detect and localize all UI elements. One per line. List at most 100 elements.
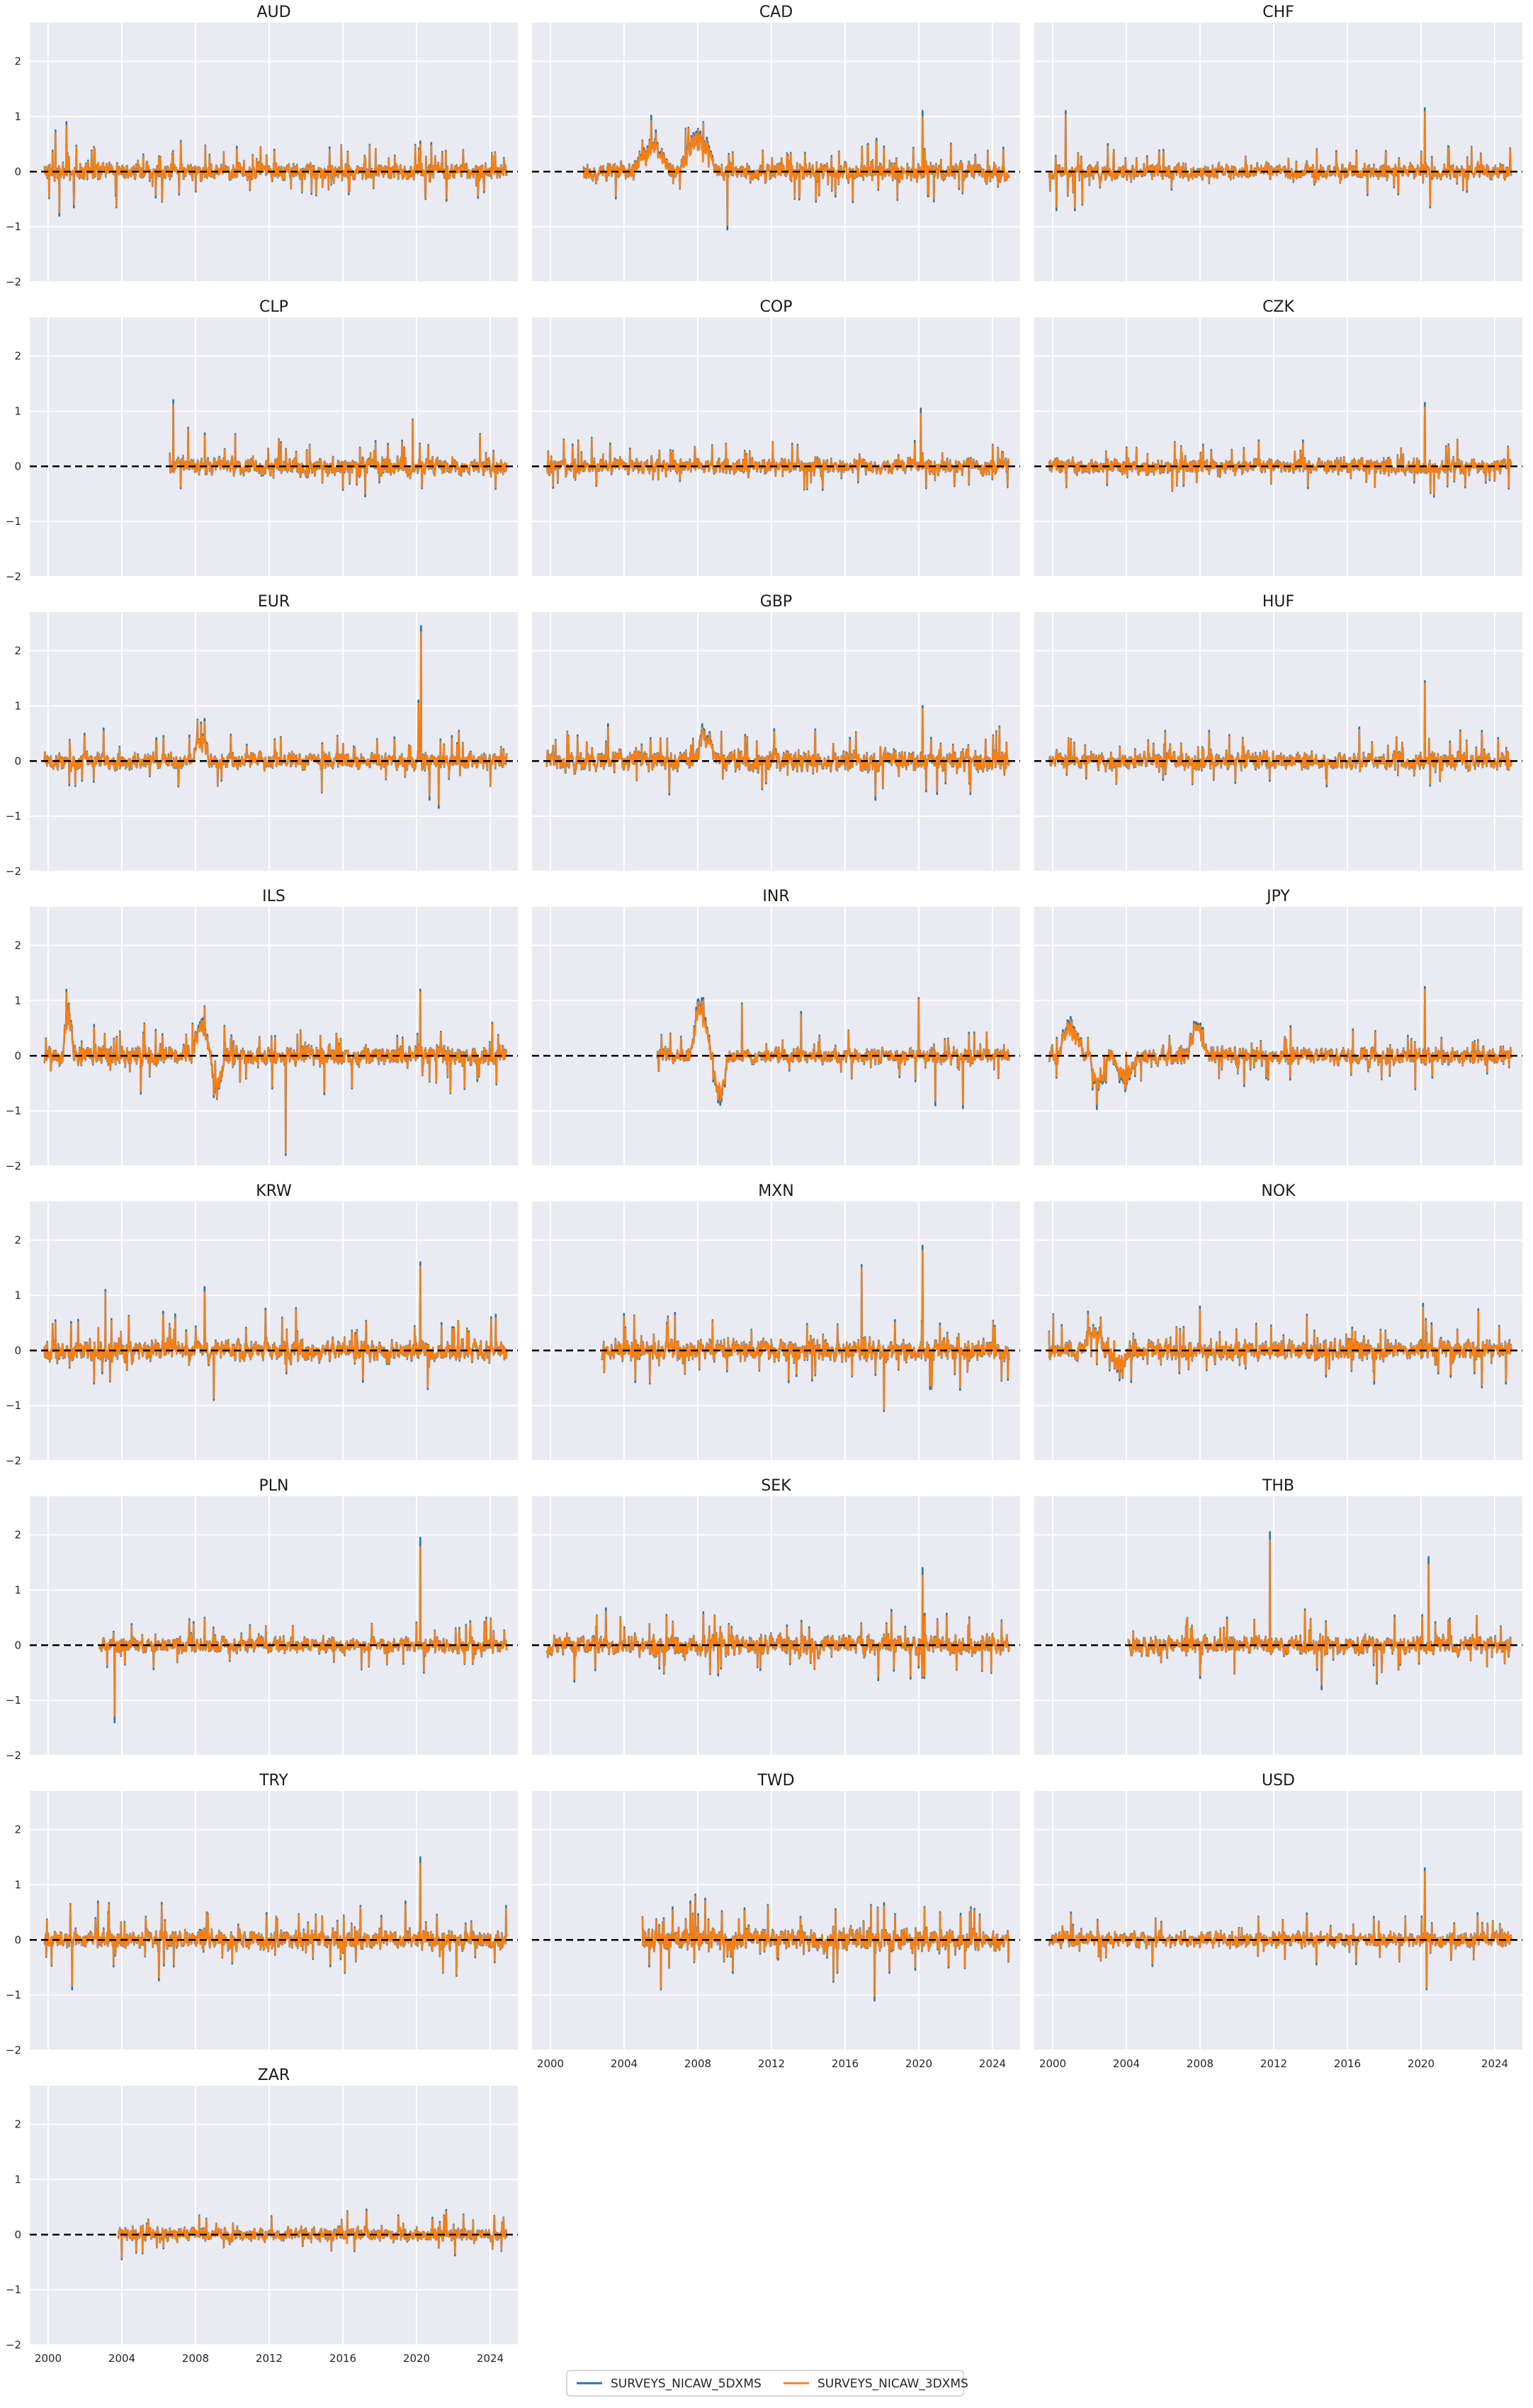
panel-title: HUF — [1262, 593, 1294, 611]
panel-background — [30, 317, 518, 577]
panel-background — [532, 1791, 1020, 2050]
panel-try: TRY 2 1 0 −1 −2 — [6, 1772, 518, 2057]
y-tick-label: 2 — [14, 1234, 21, 1247]
y-tick-label: 1 — [14, 110, 21, 123]
panel-gbp: GBP — [532, 593, 1020, 872]
panel-title: COP — [760, 298, 793, 316]
panel-title: NOK — [1261, 1182, 1296, 1200]
panel-title: USD — [1262, 1772, 1295, 1790]
y-tick-label: 0 — [14, 1049, 21, 1062]
legend-box — [566, 2370, 964, 2397]
x-tick-label: 2004 — [1113, 2057, 1140, 2070]
y-tick-label: 1 — [14, 994, 21, 1007]
panel-cop: COP — [532, 298, 1020, 577]
y-tick-label: 2 — [14, 350, 21, 363]
x-tick-label: 2012 — [1260, 2057, 1287, 2070]
panel-mxn: MXN — [532, 1182, 1020, 1462]
y-tick-label: 2 — [14, 55, 21, 68]
y-tick-label: 2 — [14, 1529, 21, 1542]
y-tick-label: −1 — [6, 2283, 21, 2296]
y-tick-label: −2 — [6, 2044, 21, 2057]
y-tick-label: 2 — [14, 1824, 21, 1836]
series-line-3dxms — [43, 1265, 508, 1399]
y-tick-label: 0 — [14, 1344, 21, 1357]
y-tick-label: −2 — [6, 1160, 21, 1172]
x-tick-label: 2012 — [256, 2352, 283, 2365]
series-line-3dxms — [1048, 1306, 1512, 1386]
panel-title: MXN — [758, 1182, 794, 1200]
panel-ils: ILS 2 1 0 −1 −2 — [6, 888, 518, 1172]
panel-background — [1034, 1202, 1522, 1461]
series-line-3dxms — [98, 1546, 508, 1717]
panel-cad: CAD — [532, 4, 1020, 283]
panel-title: SEK — [761, 1477, 791, 1495]
panel-title: INR — [762, 888, 789, 905]
y-tick-label: 1 — [14, 405, 21, 417]
panel-title: JPY — [1265, 888, 1290, 905]
panel-background — [532, 907, 1020, 1166]
y-tick-label: −1 — [6, 220, 21, 233]
y-tick-label: −2 — [6, 276, 21, 288]
panel-twd: TWD 2000 2004 2008 2012 2016 2020 2024 — [532, 1772, 1020, 2070]
y-tick-label: −2 — [6, 570, 21, 583]
x-tick-label: 2016 — [832, 2057, 859, 2070]
x-tick-label: 2016 — [1334, 2057, 1361, 2070]
y-tick-label: 0 — [14, 2228, 21, 2241]
panel-sek: SEK — [532, 1477, 1020, 1756]
legend-label: SURVEYS_NICAW_3DXMS — [818, 2377, 968, 2391]
panel-title: AUD — [256, 4, 290, 21]
series-line-3dxms — [545, 412, 1009, 490]
panel-background — [1034, 23, 1522, 282]
panel-huf: HUF — [1034, 593, 1522, 872]
y-tick-label: 1 — [14, 2173, 21, 2186]
y-tick-label: 1 — [14, 1583, 21, 1596]
y-tick-label: 2 — [14, 939, 21, 952]
y-tick-label: 1 — [14, 1289, 21, 1301]
y-tick-label: 0 — [14, 460, 21, 473]
panel-background — [532, 1496, 1020, 1756]
panel-clp: CLP 2 1 0 −1 −2 — [6, 298, 518, 583]
panel-title: CHF — [1262, 4, 1294, 21]
panel-chf: CHF — [1034, 4, 1522, 283]
panel-background — [532, 1202, 1020, 1461]
y-tick-label: −1 — [6, 1694, 21, 1707]
y-tick-label: 0 — [14, 165, 21, 178]
series-line-3dxms — [1048, 406, 1512, 496]
panel-usd: USD 2000 2004 2008 2012 2016 2020 2024 — [1034, 1772, 1522, 2070]
legend-label: SURVEYS_NICAW_5DXMS — [611, 2377, 762, 2391]
x-tick-label: 2000 — [35, 2352, 62, 2365]
y-tick-label: 2 — [14, 2118, 21, 2131]
y-tick-label: 0 — [14, 1933, 21, 1946]
x-tick-label: 2024 — [477, 2352, 504, 2365]
panel-czk: CZK — [1034, 298, 1522, 577]
x-tick-label: 2012 — [758, 2057, 785, 2070]
x-tick-label: 2020 — [1408, 2057, 1435, 2070]
panel-zar: ZAR 2 1 0 −1 −2 2000 2004 2008 2012 2016 2020 2024 — [6, 2067, 518, 2365]
panel-pln: PLN 2 1 0 −1 −2 — [6, 1477, 518, 1762]
panel-thb: THB — [1034, 1477, 1522, 1756]
x-tick-label: 2004 — [611, 2057, 638, 2070]
panel-background — [1034, 612, 1522, 871]
series-line-3dxms — [43, 631, 508, 806]
panel-inr: INR — [532, 888, 1020, 1167]
y-tick-label: −1 — [6, 810, 21, 823]
x-tick-label: 2024 — [979, 2057, 1006, 2070]
y-tick-label: −1 — [6, 1399, 21, 1412]
x-tick-label: 2020 — [905, 2057, 932, 2070]
panel-background — [30, 1496, 518, 1756]
y-tick-label: 1 — [14, 699, 21, 712]
panel-background — [1034, 317, 1522, 577]
x-tick-label: 2000 — [1039, 2057, 1066, 2070]
series-line-3dxms — [545, 708, 1010, 797]
y-tick-label: −1 — [6, 515, 21, 528]
panel-title: EUR — [258, 593, 290, 611]
y-tick-label: −2 — [6, 865, 21, 878]
x-tick-label: 2008 — [182, 2352, 209, 2365]
panel-background — [532, 612, 1020, 871]
panel-title: PLN — [259, 1477, 289, 1495]
y-tick-label: −1 — [6, 1104, 21, 1117]
panel-eur: EUR 2 1 0 −1 −2 — [6, 593, 518, 878]
panel-title: CAD — [759, 4, 793, 21]
panel-background — [30, 2086, 518, 2345]
